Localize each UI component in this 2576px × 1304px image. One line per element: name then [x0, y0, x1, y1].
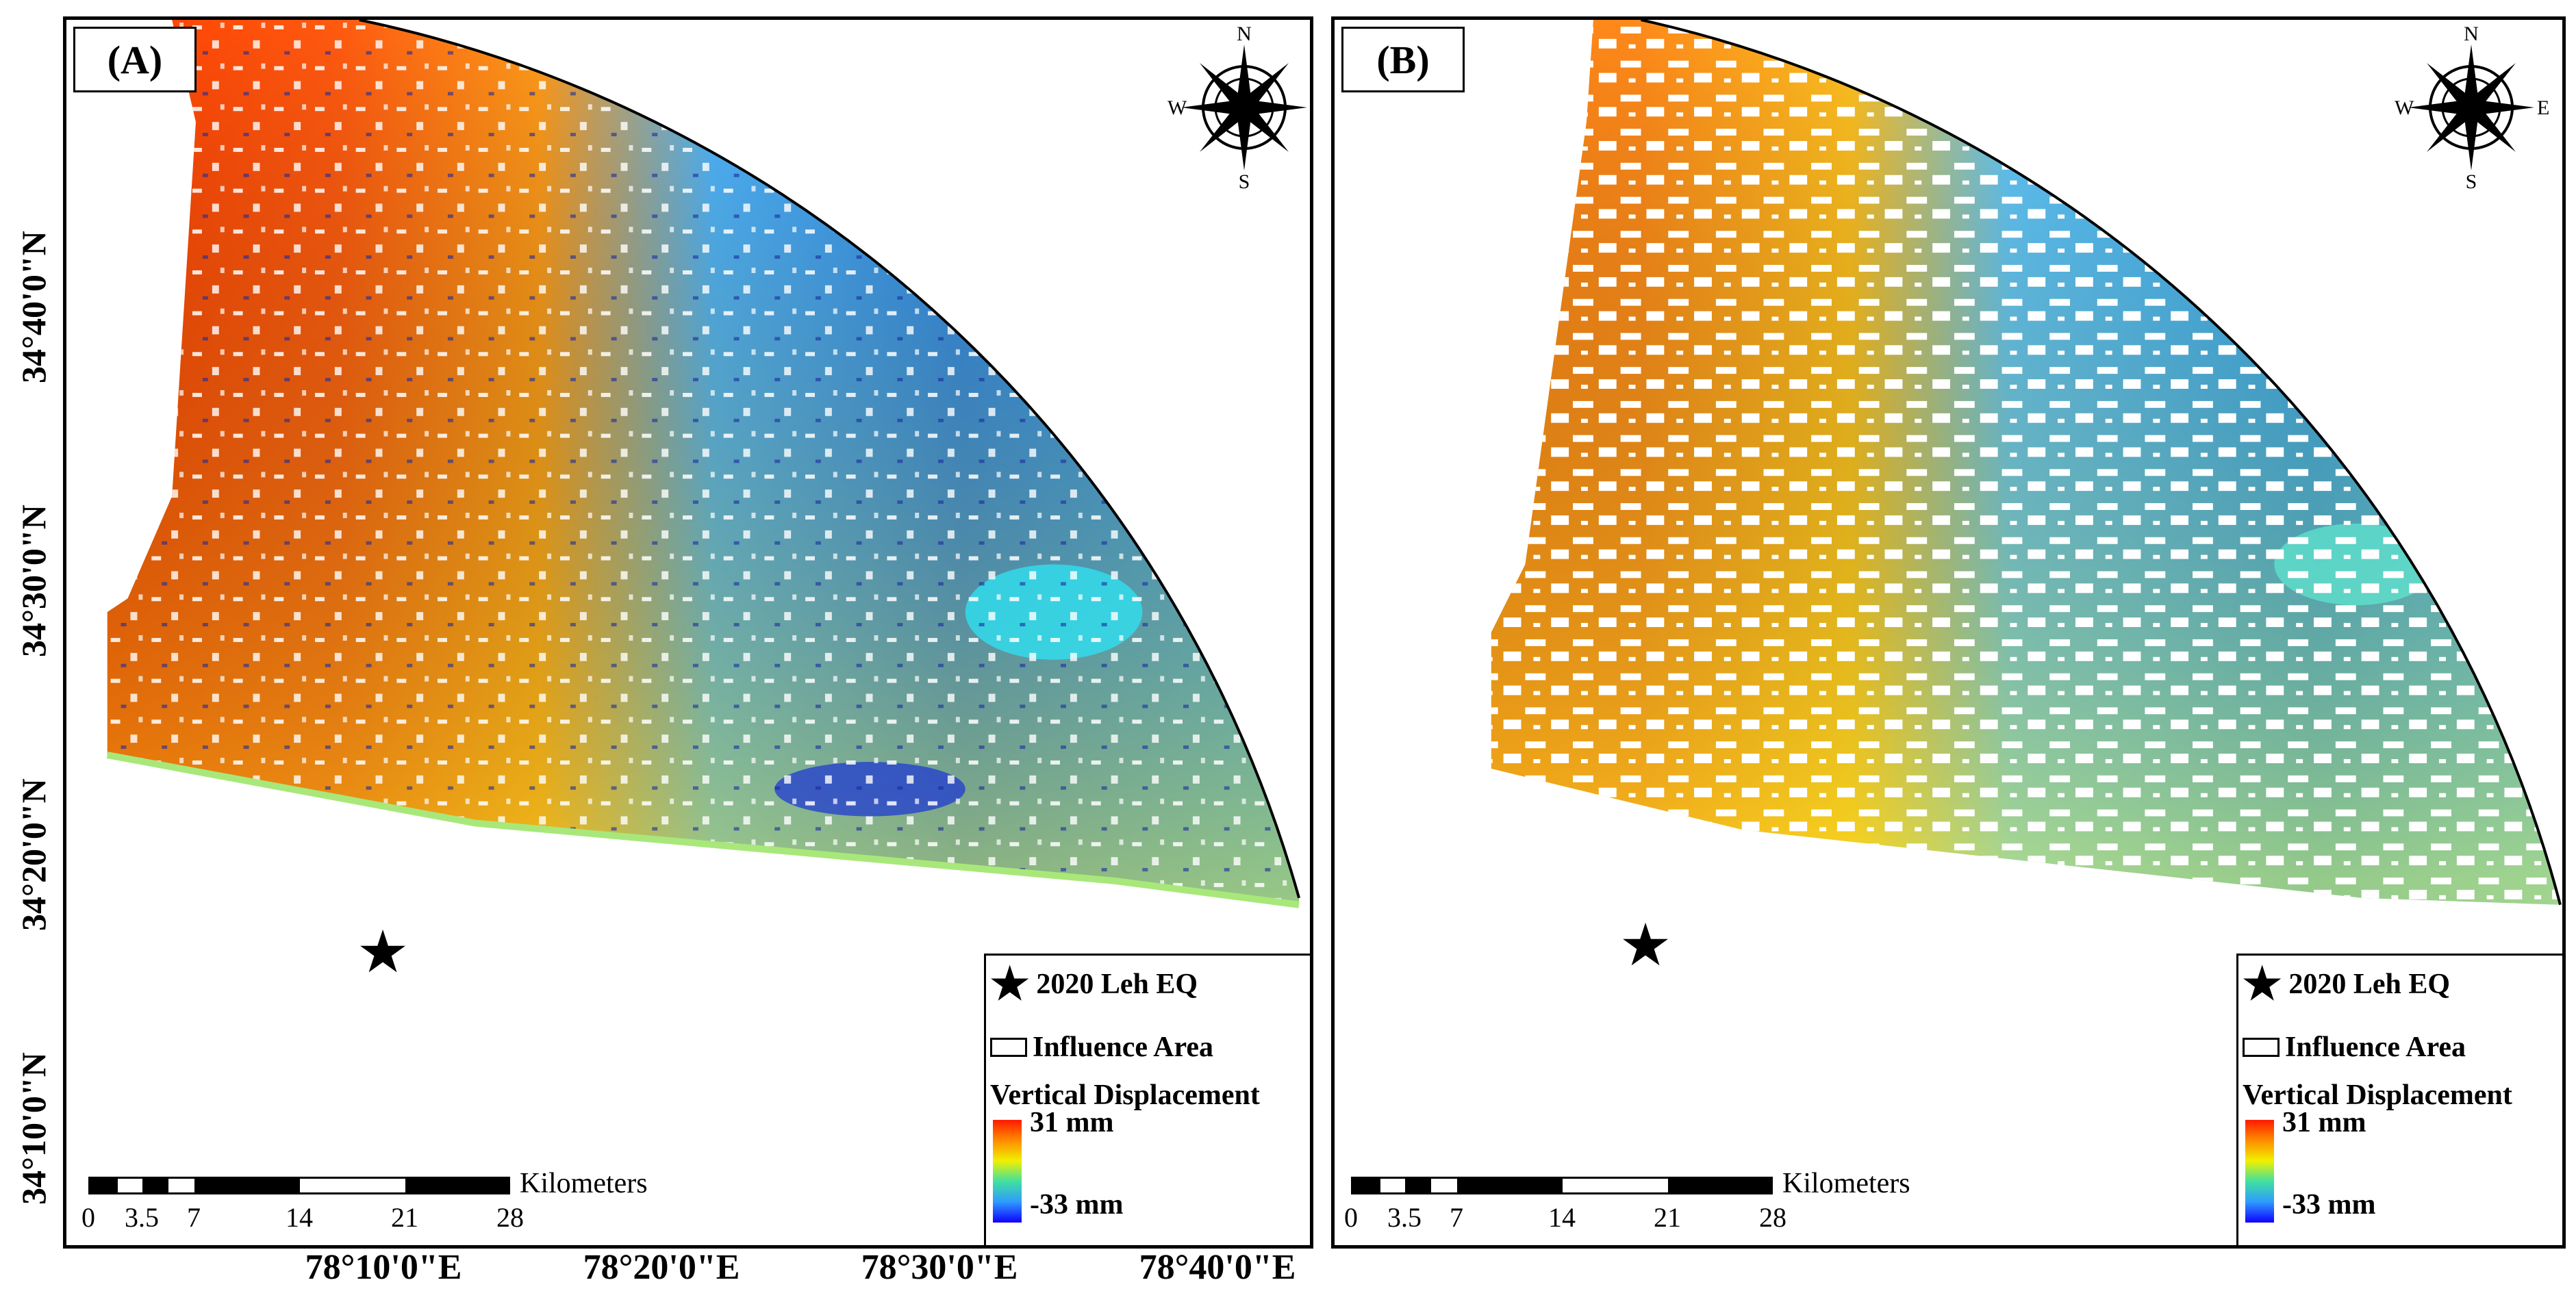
scalebar-tick: 21	[1654, 1202, 1681, 1233]
compass-w: W	[1167, 97, 1187, 119]
scalebar-tick: 7	[187, 1202, 201, 1233]
map-panel-b: (B) N S W E ★ Kilometers 0 3.5 7 14 2	[1331, 16, 2566, 1249]
compass-s: S	[1239, 170, 1250, 190]
legend-epicenter-label: 2020 Leh EQ	[2288, 969, 2451, 1000]
lon-label: 78°40'0"E	[1139, 1248, 1296, 1287]
lat-label: 34°10'0"N	[14, 1052, 53, 1205]
lat-label: 34°40'0"N	[14, 231, 53, 383]
compass-e: E	[2537, 97, 2549, 119]
displacement-map-a	[106, 20, 1301, 908]
panel-label-a: (A)	[73, 27, 197, 92]
epicenter-star-icon: ★	[356, 919, 409, 985]
lon-label: 78°20'0"E	[583, 1248, 740, 1287]
scalebar-tick: 14	[1548, 1202, 1576, 1233]
legend-influence-swatch	[2243, 1038, 2280, 1057]
legend-influence-swatch	[990, 1038, 1027, 1057]
legend-epicenter-label: 2020 Leh EQ	[1036, 969, 1198, 1000]
legend-ramp-title: Vertical Displacement	[990, 1079, 1260, 1111]
scalebar-units: Kilometers	[1782, 1168, 1910, 1199]
scalebar-tick: 28	[496, 1202, 524, 1233]
compass-rose-icon: N S W E	[2395, 25, 2549, 190]
color-ramp	[2245, 1120, 2274, 1223]
scalebar-tick: 28	[1759, 1202, 1786, 1233]
displacement-map-b	[1491, 20, 2562, 906]
scalebar-tick: 7	[1450, 1202, 1463, 1233]
scalebar-units: Kilometers	[520, 1168, 648, 1199]
legend-star-icon: ★	[2243, 960, 2282, 1008]
legend-ramp-max: 31 mm	[1030, 1107, 1114, 1138]
legend-a: ★ 2020 Leh EQ Influence Area Vertical Dis…	[984, 954, 1310, 1245]
scalebar-tick: 14	[286, 1202, 313, 1233]
scalebar-tick: 3.5	[125, 1202, 159, 1233]
compass-s: S	[2466, 170, 2477, 190]
color-ramp	[993, 1120, 1022, 1223]
scalebar-tick: 21	[391, 1202, 418, 1233]
panel-label-b: (B)	[1341, 27, 1465, 92]
legend-star-icon: ★	[990, 960, 1030, 1008]
legend-ramp-min: -33 mm	[2282, 1189, 2376, 1220]
legend-influence-label: Influence Area	[2285, 1032, 2466, 1063]
legend-ramp-max: 31 mm	[2282, 1107, 2366, 1138]
compass-n: N	[2464, 25, 2479, 45]
lon-label: 78°30'0"E	[861, 1248, 1018, 1287]
legend-ramp-min: -33 mm	[1030, 1189, 1124, 1220]
lat-label: 34°30'0"N	[14, 504, 53, 657]
scalebar-tick: 3.5	[1387, 1202, 1422, 1233]
legend-influence-label: Influence Area	[1033, 1032, 1214, 1063]
lon-label: 78°10'0"E	[305, 1248, 462, 1287]
compass-e: E	[1310, 97, 1313, 119]
legend-ramp-title: Vertical Displacement	[2243, 1079, 2512, 1111]
lat-label: 34°20'0"N	[14, 778, 53, 931]
epicenter-star-icon: ★	[1619, 912, 1672, 978]
scalebar-tick: 0	[1344, 1202, 1358, 1233]
scalebar-tick: 0	[81, 1202, 95, 1233]
legend-b: ★ 2020 Leh EQ Influence Area Vertical Dis…	[2236, 954, 2562, 1245]
compass-n: N	[1237, 25, 1252, 45]
map-panel-a: (A) N S W E ★ Kilometers 0 3.5 7 14 2	[63, 16, 1313, 1249]
compass-rose-icon: N S W E	[1167, 25, 1313, 190]
compass-w: W	[2395, 97, 2414, 119]
